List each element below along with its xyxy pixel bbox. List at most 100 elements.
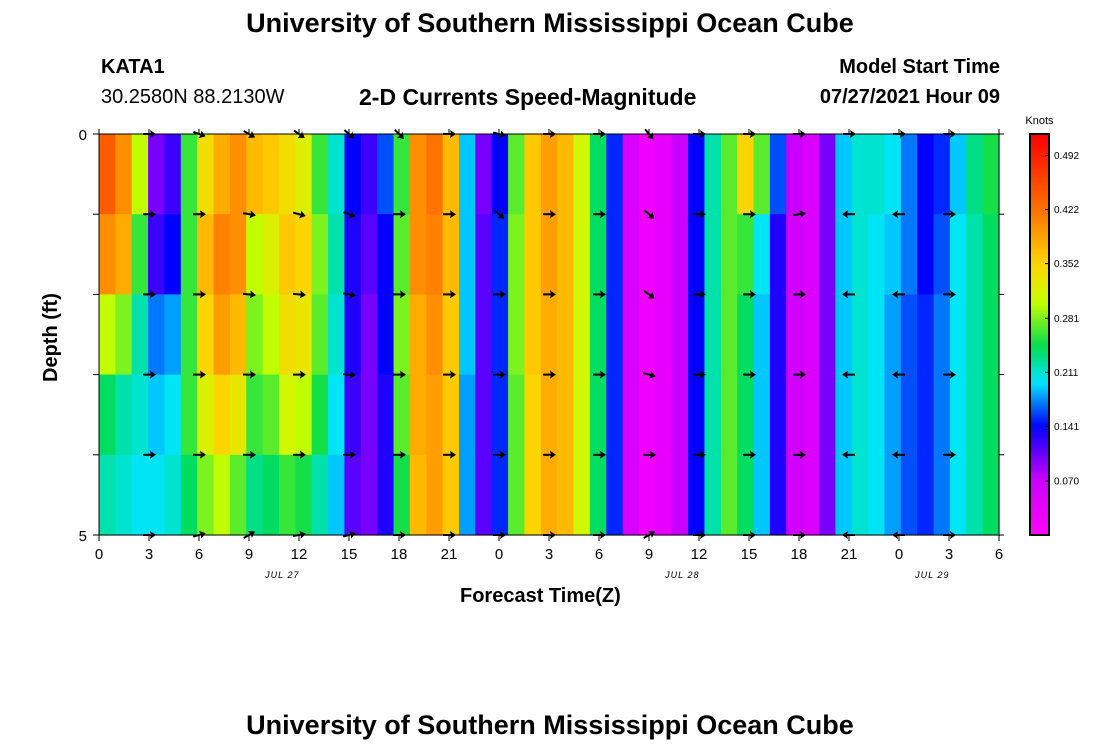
heatmap-cell: [279, 294, 296, 376]
heatmap-cell: [982, 454, 1000, 536]
current-arrow: [493, 370, 506, 379]
current-arrow: [342, 290, 356, 299]
current-arrow: [342, 370, 356, 379]
heatmap-cell: [606, 454, 624, 536]
heatmap-cell: [835, 214, 853, 295]
heatmap-cell: [524, 294, 542, 376]
chart-title: 2-D Currents Speed-Magnitude: [359, 84, 697, 110]
heatmap-cell: [409, 134, 427, 215]
heatmap-cell: [148, 294, 166, 376]
heatmap-cell: [475, 214, 493, 295]
station-coords: 30.2580N 88.2130W: [101, 86, 285, 108]
current-arrow: [693, 370, 706, 379]
current-arrow: [193, 450, 206, 459]
heatmap-cell: [557, 214, 575, 295]
heatmap-cell: [884, 294, 902, 376]
heatmap-cell: [393, 374, 411, 456]
x-tick-label: 3: [145, 546, 153, 563]
heatmap-cell: [508, 134, 526, 215]
heatmap-cell: [180, 454, 198, 536]
x-tick-label: 0: [895, 546, 903, 563]
heatmap-cell: [229, 454, 247, 536]
heatmap-cell: [917, 294, 935, 376]
heatmap-cell: [148, 214, 166, 295]
heatmap-cell: [213, 294, 231, 376]
heatmap-cell: [311, 214, 329, 295]
current-arrow: [593, 210, 606, 219]
x-tick-label: 9: [645, 546, 653, 563]
heatmap-cell: [328, 374, 346, 456]
heatmap-cell: [295, 214, 313, 295]
station-id: KATA1: [101, 56, 165, 78]
heatmap-cell: [475, 454, 493, 536]
heatmap-cell: [148, 134, 166, 215]
current-arrow: [793, 290, 806, 299]
heatmap-cell: [688, 454, 706, 536]
heatmap-cell: [393, 134, 411, 215]
colorbar-tick-label: 0.211: [1054, 368, 1079, 379]
heatmap-cell: [655, 374, 673, 456]
heatmap-cell: [279, 454, 296, 536]
heatmap-cell: [197, 134, 215, 215]
heatmap-cell: [737, 134, 755, 215]
current-arrow: [343, 129, 355, 139]
heatmap-cell: [851, 374, 869, 456]
heatmap-cell: [475, 374, 493, 456]
current-arrow: [943, 450, 956, 459]
heatmap-cell: [933, 454, 951, 536]
current-arrow: [892, 450, 905, 459]
current-arrow: [543, 210, 556, 219]
heatmap-cell: [213, 454, 231, 536]
heatmap-cell: [949, 134, 967, 215]
heatmap-cell: [524, 454, 542, 536]
heatmap-cell: [688, 374, 706, 456]
heatmap-cell: [966, 454, 984, 536]
current-arrow: [393, 450, 406, 459]
heatmap-cell: [720, 374, 738, 456]
current-arrow: [193, 370, 206, 379]
current-arrow: [443, 210, 456, 219]
colorbar-tick-label: 0.352: [1054, 259, 1079, 270]
heatmap-cell: [704, 374, 722, 456]
heatmap-cell: [868, 134, 886, 215]
heatmap-cell: [966, 134, 984, 215]
current-arrow: [293, 129, 305, 139]
heatmap-cell: [557, 294, 575, 376]
heatmap-cell: [229, 134, 247, 215]
heatmap-cell: [328, 294, 346, 376]
heatmap-cell: [377, 214, 395, 295]
heatmap-cell: [229, 374, 247, 456]
heatmap-cell: [344, 214, 362, 295]
heatmap-cell: [246, 134, 264, 215]
heatmap-cell: [131, 374, 149, 456]
heatmap-cell: [360, 214, 378, 295]
heatmap-cell: [540, 134, 558, 215]
heatmap-cell: [639, 454, 656, 536]
heatmap-cell: [573, 134, 591, 215]
heatmap-cell: [786, 294, 804, 376]
current-arrow: [593, 370, 606, 379]
current-arrow: [243, 450, 256, 459]
x-tick-label: 9: [245, 546, 253, 563]
heatmap-cell: [917, 214, 935, 295]
x-tick-label: 15: [741, 546, 758, 563]
heatmap-cell: [900, 294, 918, 376]
heatmap-cell: [311, 294, 329, 376]
heatmap-cell: [655, 294, 673, 376]
heatmap-cell: [311, 454, 329, 536]
heatmap-cell: [197, 454, 215, 536]
current-arrow: [143, 290, 156, 299]
heatmap-cell: [115, 134, 133, 215]
heatmap-cell: [459, 134, 476, 215]
current-arrow: [543, 450, 556, 459]
x-axis-label: Forecast Time(Z): [460, 585, 621, 607]
heatmap-cell: [540, 374, 558, 456]
x-tick-label: 15: [341, 546, 358, 563]
heatmap-cell: [540, 294, 558, 376]
heatmap-cell: [475, 134, 493, 215]
heatmap-cell: [459, 214, 476, 295]
heatmap-cell: [99, 454, 116, 536]
heatmap-cell: [328, 454, 346, 536]
heatmap-cell: [295, 374, 313, 456]
